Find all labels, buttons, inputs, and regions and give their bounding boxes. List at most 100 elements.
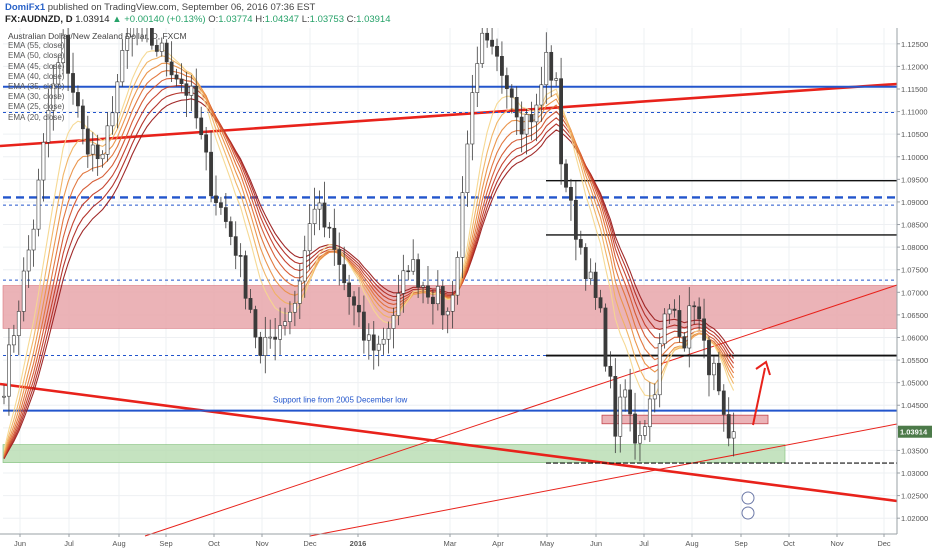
time-tick-label: Aug xyxy=(112,539,125,548)
change-value: +0.00140 (+0.13%) xyxy=(124,14,206,25)
candle-body xyxy=(514,97,519,118)
candle-body xyxy=(332,227,337,250)
ema-line-55 xyxy=(3,98,735,460)
candle-body xyxy=(26,249,31,272)
event-icon[interactable] xyxy=(741,506,755,520)
candle-body xyxy=(598,297,603,309)
price-tick-label: 1.06500 xyxy=(901,311,928,320)
candle-body xyxy=(554,78,559,81)
support-annotation: Support line from 2005 December low xyxy=(273,396,408,405)
candle-body xyxy=(204,134,209,153)
candle-body xyxy=(194,85,199,119)
candle-body xyxy=(199,117,204,136)
candle-body xyxy=(721,390,726,415)
candle-body xyxy=(490,39,494,47)
publish-text: published on TradingView.com, September … xyxy=(47,2,316,13)
candle-body xyxy=(569,186,573,201)
candle-body xyxy=(524,114,529,135)
candle-body xyxy=(480,32,485,64)
rising-trendline-2 xyxy=(309,423,898,537)
candle-body xyxy=(578,239,583,248)
candle-body xyxy=(11,335,16,346)
open-label: O: xyxy=(208,14,219,25)
support-trendline-2005 xyxy=(0,382,898,503)
time-tick-label: Mar xyxy=(444,539,457,548)
candle-body xyxy=(657,343,662,396)
candle-body xyxy=(278,325,282,340)
candles xyxy=(2,28,736,462)
time-tick-label: Jun xyxy=(14,539,26,548)
candle-body xyxy=(495,46,499,57)
up-arrow-icon: ▲ xyxy=(112,14,122,25)
candle-body xyxy=(440,286,445,316)
candle-body xyxy=(292,303,297,313)
support-box-red xyxy=(601,414,769,425)
candle-body xyxy=(125,36,130,51)
ema-line-45 xyxy=(3,84,735,458)
candle-body xyxy=(150,28,154,46)
low-label: L: xyxy=(301,14,310,25)
candle-body xyxy=(672,308,677,311)
candle-body xyxy=(307,223,312,252)
high-label: H: xyxy=(255,14,265,25)
price-tick-label: 1.07000 xyxy=(901,288,928,297)
candle-body xyxy=(381,338,386,345)
candle-body xyxy=(638,435,642,444)
candle-body xyxy=(692,305,697,308)
candle-body xyxy=(618,396,623,437)
candle-body xyxy=(485,32,490,41)
candle-body xyxy=(71,73,75,93)
candle-body xyxy=(21,270,26,312)
candle-body xyxy=(253,309,258,338)
candle-body xyxy=(297,280,302,304)
price-tick-label: 1.02500 xyxy=(901,492,928,501)
time-tick-label: Dec xyxy=(877,539,891,548)
candle-body xyxy=(95,144,100,160)
last-price-marker[interactable] xyxy=(898,425,932,438)
time-tick-label: Aug xyxy=(685,539,698,548)
candle-body xyxy=(652,394,657,400)
candle-body xyxy=(174,74,179,80)
candle-body xyxy=(529,114,534,123)
candle-body xyxy=(76,92,80,107)
event-icon[interactable] xyxy=(741,491,755,505)
candle-body xyxy=(406,270,411,273)
candle-body xyxy=(322,202,327,228)
author-name[interactable]: DomiFx1 xyxy=(5,2,46,13)
price-tick-label: 1.02000 xyxy=(901,514,928,523)
symbol-label[interactable]: FX:AUDNZD, D xyxy=(5,14,73,25)
ema-line-35 xyxy=(3,70,735,457)
candle-body xyxy=(470,92,475,145)
time-tick-label: May xyxy=(540,539,554,548)
price-tick-label: 1.09000 xyxy=(901,198,928,207)
candle-body xyxy=(539,84,544,106)
candle-body xyxy=(504,75,509,90)
price-tick-label: 1.09500 xyxy=(901,175,928,184)
candle-body xyxy=(509,88,514,98)
candle-body xyxy=(534,104,539,123)
candle-body xyxy=(455,257,460,296)
candle-body xyxy=(223,207,228,222)
candle-body xyxy=(716,362,721,392)
candle-body xyxy=(110,112,115,127)
candle-body xyxy=(623,389,628,398)
candle-body xyxy=(465,143,470,193)
time-tick-label: Jun xyxy=(590,539,602,548)
candle-body xyxy=(421,285,425,288)
price-tick-label: 1.07500 xyxy=(901,266,928,275)
candle-body xyxy=(90,144,95,155)
price-chart[interactable]: Support line from 2005 December low 1.12… xyxy=(0,28,932,550)
price-tick-label: 1.05500 xyxy=(901,356,928,365)
candle-body xyxy=(105,125,110,155)
price-tick-label: 1.03000 xyxy=(901,469,928,478)
candle-body xyxy=(603,307,608,367)
candle-body xyxy=(583,247,588,279)
candle-body xyxy=(642,426,647,436)
candle-body xyxy=(707,340,711,376)
time-tick-label: Oct xyxy=(208,539,221,548)
candle-body xyxy=(544,51,549,86)
time-tick-label: Nov xyxy=(255,539,269,548)
ema-line-40 xyxy=(3,77,735,458)
ema-line-30 xyxy=(3,62,735,455)
time-tick-label: Sep xyxy=(734,539,747,548)
